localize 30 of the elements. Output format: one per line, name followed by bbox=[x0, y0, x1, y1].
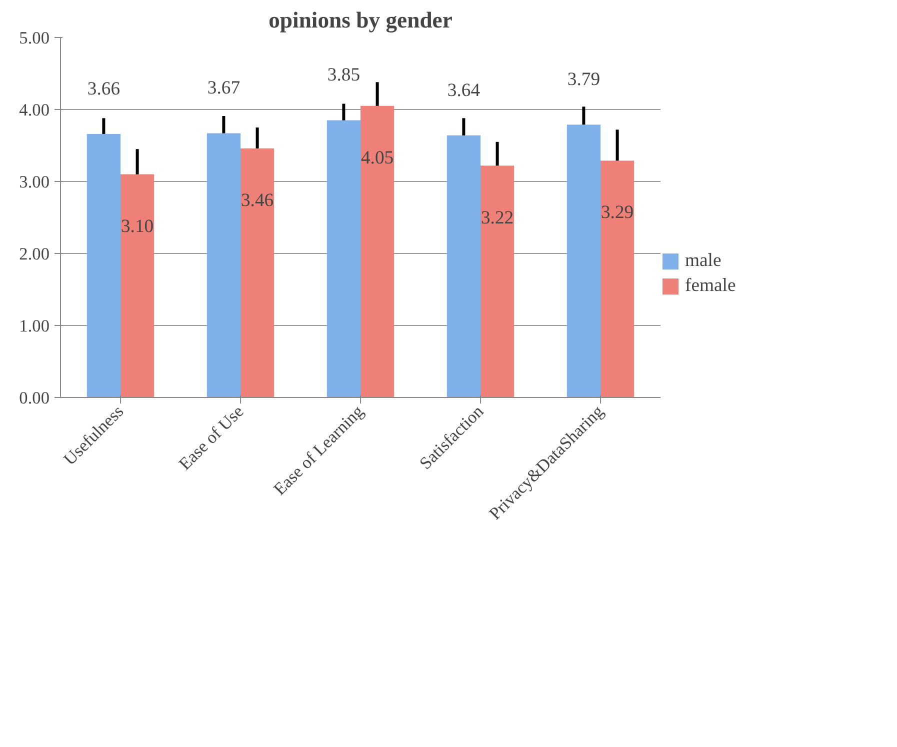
data-label: 3.79 bbox=[567, 69, 600, 90]
bar bbox=[566, 124, 600, 398]
bar bbox=[86, 134, 120, 398]
data-label: 3.67 bbox=[207, 78, 240, 99]
legend-label: male bbox=[685, 250, 722, 272]
bar bbox=[446, 135, 480, 398]
data-label: 3.29 bbox=[600, 202, 634, 224]
bar bbox=[120, 174, 154, 398]
data-label: 3.85 bbox=[327, 64, 360, 86]
bar bbox=[600, 160, 634, 398]
legend-label: female bbox=[685, 275, 736, 297]
bar bbox=[240, 148, 274, 398]
y-tick-label: 2.00 bbox=[19, 244, 50, 264]
data-label: 3.64 bbox=[447, 80, 481, 101]
y-tick-label: 3.00 bbox=[19, 172, 50, 192]
y-tick-label: 4.00 bbox=[19, 100, 50, 120]
data-label: 3.46 bbox=[240, 190, 274, 211]
bar bbox=[206, 133, 240, 398]
data-label: 3.66 bbox=[87, 78, 120, 100]
bar bbox=[360, 106, 394, 398]
bar bbox=[480, 166, 514, 398]
y-tick-label: 1.00 bbox=[19, 316, 50, 336]
chart-title: opinions by gender bbox=[268, 8, 452, 32]
x-tick-label: Ease of Use bbox=[175, 402, 248, 474]
y-tick-label: 0.00 bbox=[19, 388, 50, 408]
data-label: 3.22 bbox=[480, 207, 514, 228]
bar bbox=[326, 120, 360, 398]
y-tick-label: 5.00 bbox=[19, 28, 50, 48]
data-label: 4.05 bbox=[360, 148, 394, 168]
data-label: 3.10 bbox=[120, 216, 154, 237]
